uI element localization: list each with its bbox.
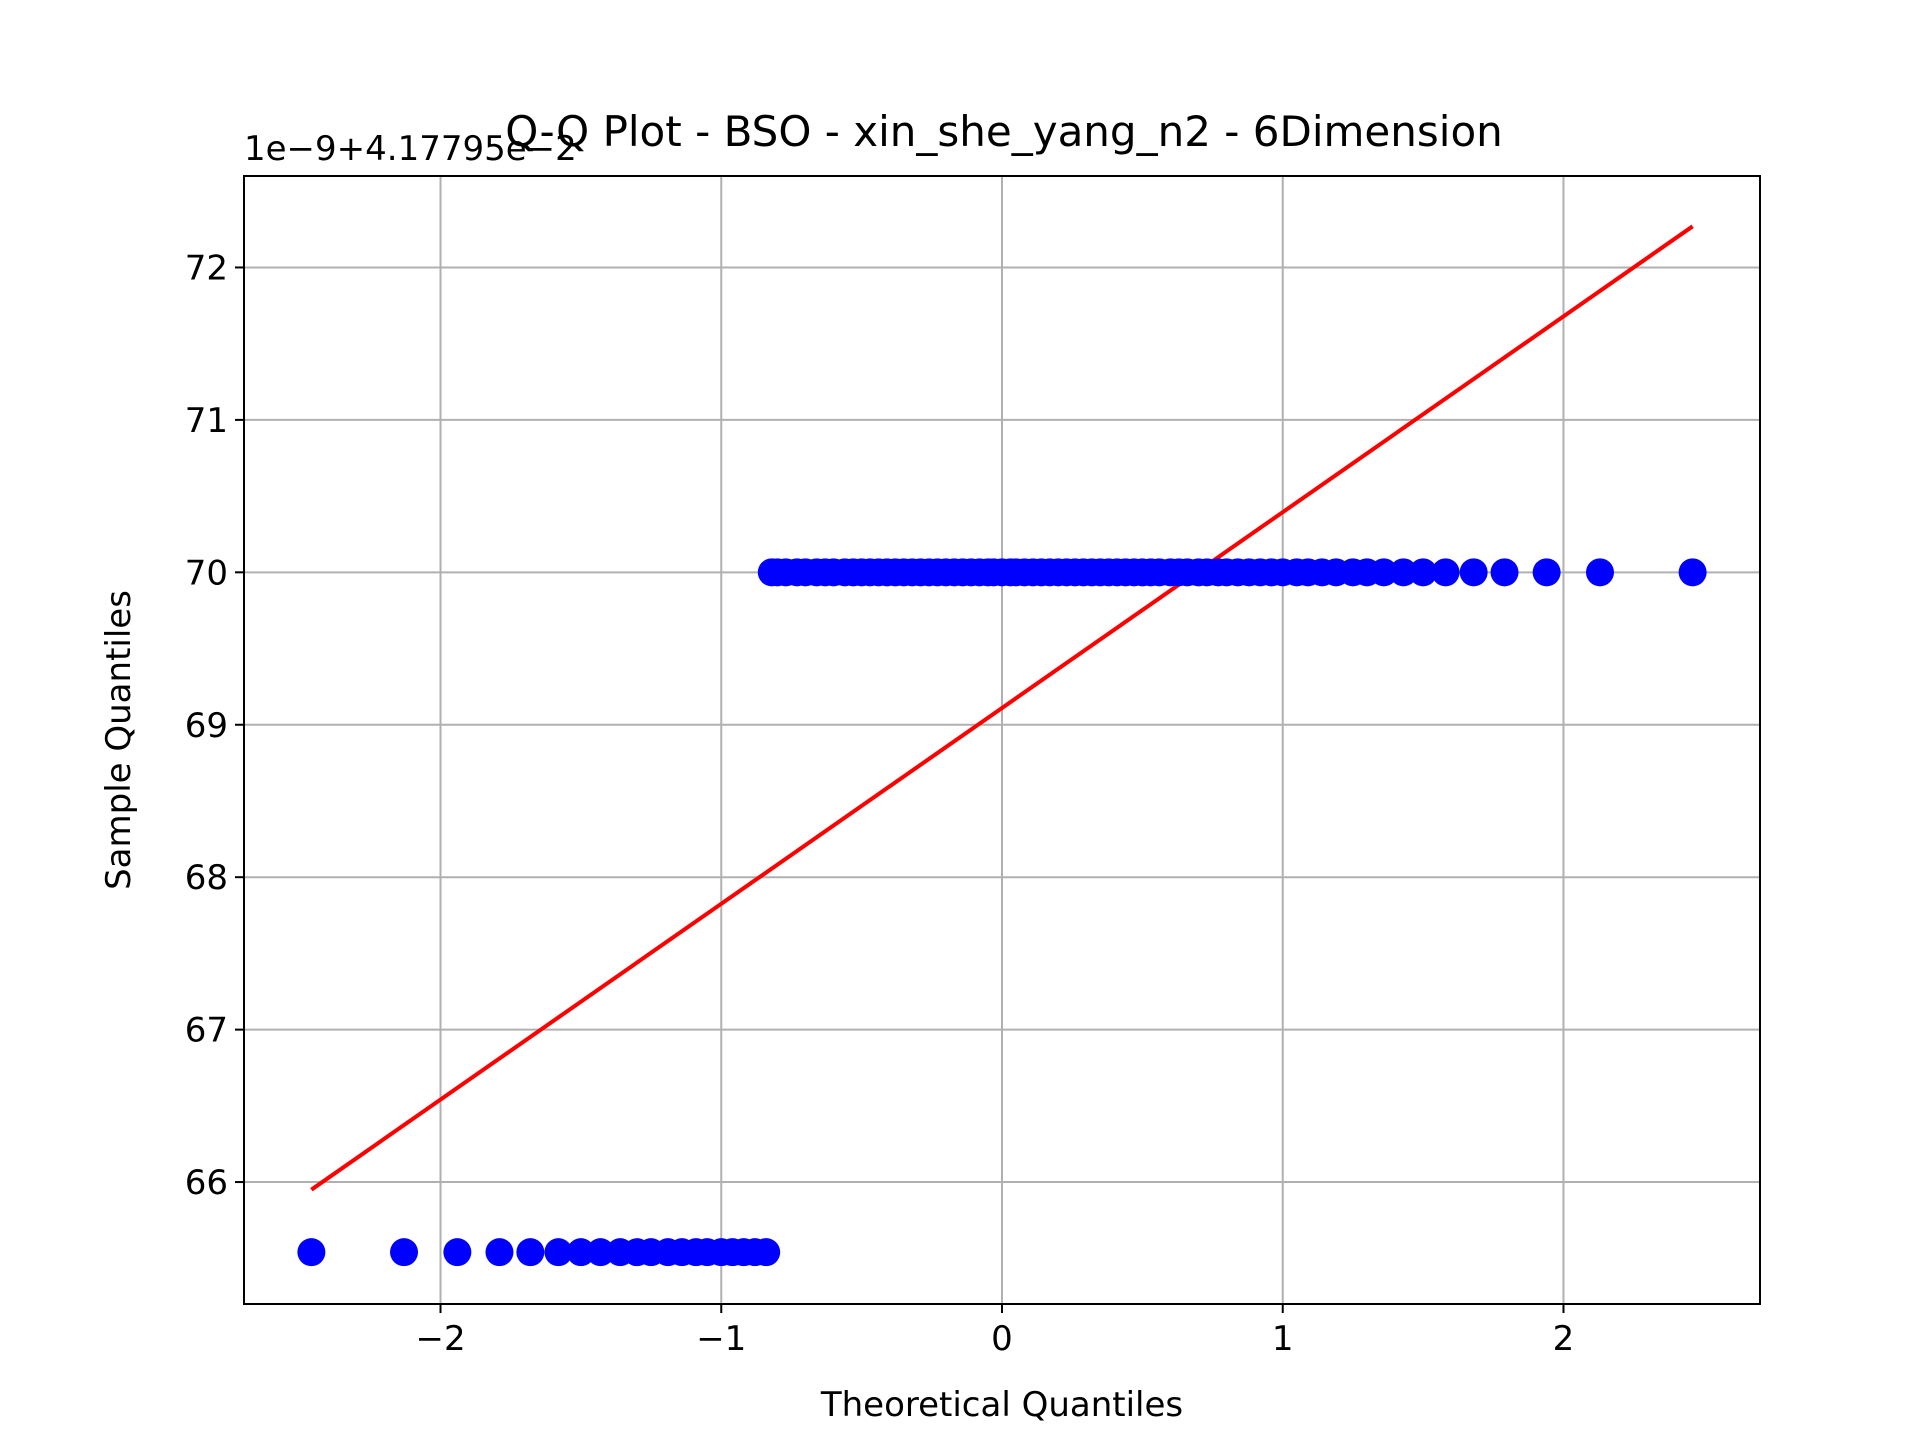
data-point <box>297 1238 326 1267</box>
data-point <box>1490 558 1519 587</box>
data-point <box>752 1238 781 1267</box>
y-axis-label: Sample Quantiles <box>99 590 139 890</box>
data-point <box>1532 558 1561 587</box>
grid-lines <box>244 176 1760 1304</box>
data-point <box>1459 558 1488 587</box>
y-tick-label: 71 <box>185 401 228 441</box>
data-point <box>1678 558 1707 587</box>
data-point <box>586 1238 615 1267</box>
y-axis-offset-text: 1e−9+4.17795e−2 <box>244 129 577 169</box>
data-point <box>485 1238 514 1267</box>
x-tick-label: −1 <box>696 1319 746 1359</box>
data-points-layer <box>297 558 1707 1267</box>
x-tick-label: 1 <box>1272 1319 1294 1359</box>
reference-line-layer <box>310 224 1694 1192</box>
y-tick-label: 69 <box>185 706 228 746</box>
y-tick-label: 66 <box>185 1163 228 1203</box>
y-tick-label: 72 <box>185 248 228 288</box>
data-point <box>544 1238 573 1267</box>
data-point <box>390 1238 419 1267</box>
data-point <box>1369 558 1398 587</box>
x-tick-label: 2 <box>1553 1319 1575 1359</box>
reference-line <box>310 224 1694 1192</box>
x-axis-label: Theoretical Quantiles <box>820 1385 1183 1425</box>
data-point <box>1585 558 1614 587</box>
y-tick-label: 70 <box>185 553 228 593</box>
data-point <box>1431 558 1460 587</box>
data-point <box>566 1238 595 1267</box>
x-tick-label: −2 <box>415 1319 465 1359</box>
data-point <box>1409 558 1438 587</box>
x-tick-label: 0 <box>991 1319 1013 1359</box>
data-point <box>516 1238 545 1267</box>
data-point <box>1389 558 1418 587</box>
axis-ticks: −2 −1 0 1 2 66 67 68 69 70 71 72 <box>185 248 1575 1359</box>
data-point <box>443 1238 472 1267</box>
y-tick-label: 68 <box>185 858 228 898</box>
y-tick-label: 67 <box>185 1011 228 1051</box>
chart-title: Q-Q Plot - BSO - xin_she_yang_n2 - 6Dime… <box>505 107 1503 156</box>
